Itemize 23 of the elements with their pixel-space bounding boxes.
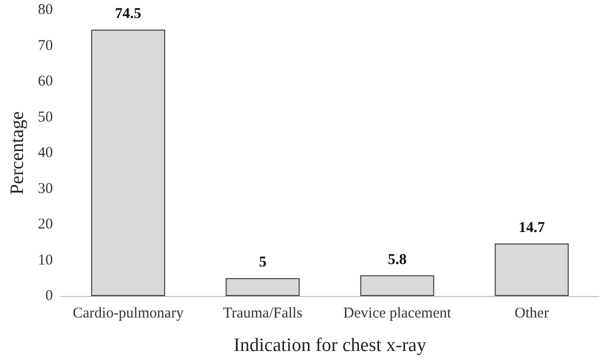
x-tick-label: Trauma/Falls [222,306,303,322]
y-tick-label: 30 [38,180,53,197]
x-axis-title: Indication for chest x-ray [234,335,427,356]
x-tick-label: Cardio-pulmonary [72,306,184,322]
y-tick-label: 70 [38,38,53,54]
data-label: 74.5 [115,6,142,22]
y-axis-title: Percentage [7,111,28,195]
x-tick-label: Other [514,306,549,322]
y-tick-label: 0 [45,288,53,304]
bar [494,243,569,296]
y-tick-label: 80 [38,2,53,18]
bar [226,278,300,296]
y-tick-label: 60 [38,74,53,90]
y-tick-label: 20 [38,216,53,232]
data-label: 5 [258,254,266,271]
x-tick-label: Device placement [343,306,452,322]
y-tick-label: 50 [38,109,53,126]
bar [91,30,166,296]
y-tick-label: 10 [38,252,53,268]
bar [360,275,434,296]
data-label: 5.8 [388,252,407,268]
data-label: 14.7 [518,220,546,236]
y-tick-label: 40 [38,145,53,161]
